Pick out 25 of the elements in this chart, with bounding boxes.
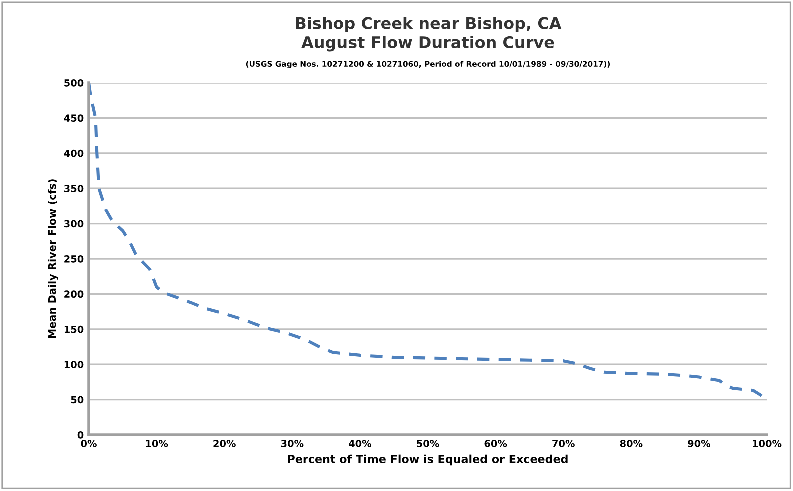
- x-tick-label: 80%: [620, 440, 643, 448]
- y-tick-label: 300: [64, 220, 84, 228]
- y-tick-label: 100: [64, 361, 84, 368]
- x-tick-label: 10%: [146, 440, 168, 448]
- y-tick-label: 0: [78, 431, 84, 439]
- x-tick-label: 70%: [552, 440, 575, 448]
- y-axis-title: Mean Daily River Flow (cfs): [48, 180, 58, 338]
- y-tick-label: 250: [64, 255, 84, 263]
- y-tick-label: 50: [71, 396, 84, 404]
- y-tick-label: 350: [64, 185, 84, 192]
- y-tick-label: 450: [64, 114, 84, 122]
- x-tick-label: 20%: [214, 440, 236, 448]
- x-axis-title: Percent of Time Flow is Equaled or Exceeded: [288, 454, 568, 466]
- y-tick-label: 150: [64, 326, 84, 334]
- y-tick-label: 400: [64, 150, 84, 158]
- x-tick-label: 90%: [688, 440, 711, 448]
- y-tick-label: 500: [64, 79, 84, 87]
- x-tick-label: 100%: [753, 440, 782, 448]
- y-tick-label: 200: [64, 290, 84, 298]
- x-tick-label: 30%: [281, 440, 304, 448]
- x-tick-label: 60%: [484, 440, 508, 448]
- chart-title: Bishop Creek near Bishop, CA August Flow Duration Curve: [296, 17, 562, 52]
- x-tick-label: 50%: [417, 440, 440, 448]
- x-tick-label: 0%: [81, 440, 97, 448]
- x-tick-label: 40%: [349, 440, 372, 448]
